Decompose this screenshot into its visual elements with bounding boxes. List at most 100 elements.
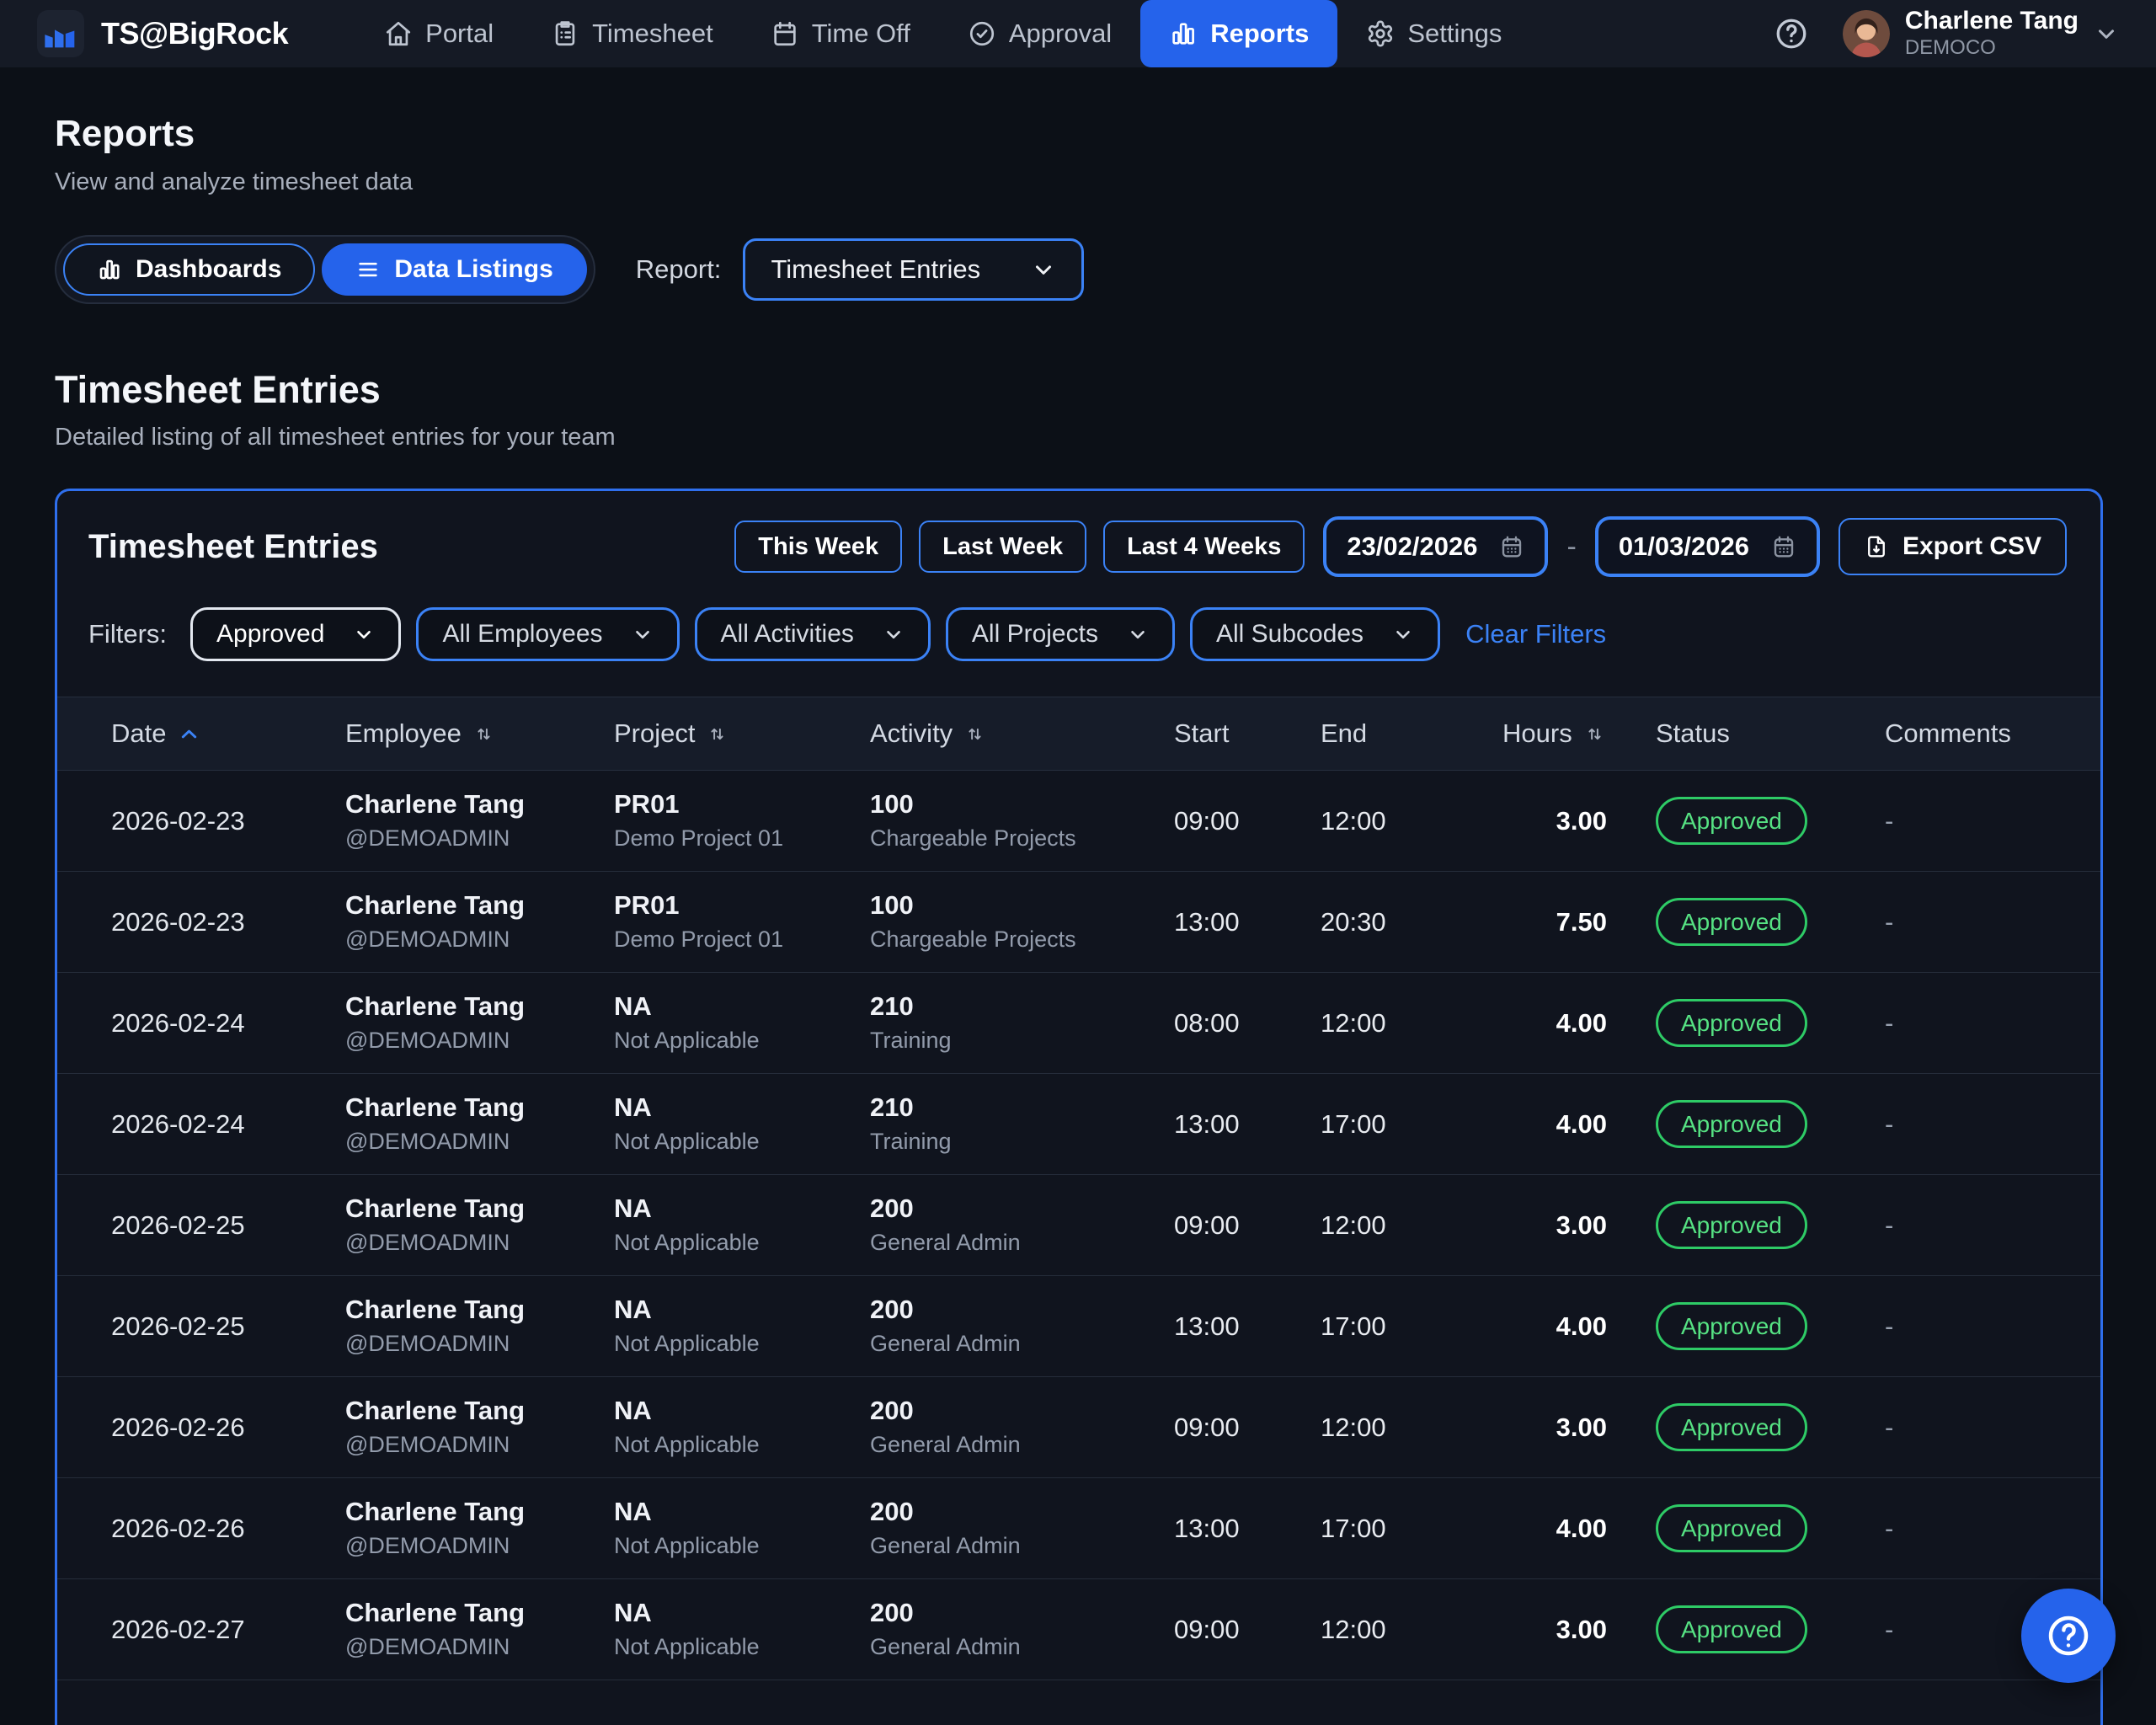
range-button-last-4-weeks[interactable]: Last 4 Weeks (1103, 521, 1305, 573)
cell-activity: 210 Training (870, 991, 952, 1054)
column-header-date[interactable]: Date (88, 718, 345, 749)
cell-end: 12:00 (1321, 805, 1386, 836)
column-header-employee[interactable]: Employee (345, 718, 614, 749)
nav-item-settings[interactable]: Settings (1337, 0, 1530, 67)
bar-chart-icon (1169, 19, 1198, 48)
cell-employee: Charlene Tang @DEMOADMIN (345, 1598, 526, 1660)
cell-project: NA Not Applicable (614, 1497, 760, 1559)
chevron-down-icon (883, 623, 905, 645)
cell-project: PR01 Demo Project 01 (614, 789, 784, 852)
nav-item-timesheet[interactable]: Timesheet (522, 0, 742, 67)
calendar-icon (1771, 534, 1796, 559)
report-select[interactable]: Timesheet Entries (743, 238, 1085, 301)
cell-activity: 200 General Admin (870, 1396, 1021, 1458)
cell-date: 2026-02-23 (111, 906, 245, 937)
user-menu[interactable]: Charlene Tang DEMOCO (1842, 7, 2119, 60)
export-label: Export CSV (1902, 532, 2041, 560)
report-controls: Dashboards Data Listings Report: Timeshee… (55, 235, 2101, 304)
cell-date: 2026-02-26 (111, 1412, 245, 1442)
cell-date: 2026-02-27 (111, 1614, 245, 1644)
column-header-end: End (1321, 718, 1368, 748)
avatar (1842, 9, 1890, 57)
cell-hours: 7.50 (1556, 906, 1607, 937)
cell-employee: Charlene Tang @DEMOADMIN (345, 789, 526, 852)
status-badge: Approved (1656, 1503, 1807, 1553)
cell-comments: - (1885, 1210, 1894, 1240)
cell-comments: - (1885, 1513, 1894, 1543)
cell-activity: 210 Training (870, 1092, 952, 1155)
bar-chart-icon (97, 257, 122, 282)
chevron-down-icon (2094, 21, 2119, 46)
cell-employee: Charlene Tang @DEMOADMIN (345, 1194, 526, 1256)
cell-project: NA Not Applicable (614, 1092, 760, 1155)
cell-start: 09:00 (1174, 1210, 1240, 1240)
cell-date: 2026-02-23 (111, 805, 245, 836)
date-from-input[interactable]: 23/02/2026 (1323, 516, 1549, 577)
nav-item-time-off[interactable]: Time Off (742, 0, 939, 67)
table-row: 2026-02-26 Charlene Tang @DEMOADMIN NA Not A… (57, 1377, 2100, 1478)
filter-select-all-subcodes[interactable]: All Subcodes (1189, 607, 1441, 661)
date-to-value: 01/03/2026 (1618, 531, 1749, 561)
filter-select-all-employees[interactable]: All Employees (416, 607, 680, 661)
cell-project: NA Not Applicable (614, 1194, 760, 1256)
range-button-last-week[interactable]: Last Week (919, 521, 1087, 573)
table-row: 2026-02-25 Charlene Tang @DEMOADMIN NA Not A… (57, 1276, 2100, 1377)
filter-select-all-projects[interactable]: All Projects (945, 607, 1175, 661)
status-badge: Approved (1656, 1605, 1807, 1654)
date-to-input[interactable]: 01/03/2026 (1594, 516, 1820, 577)
table-row: 2026-02-23 Charlene Tang @DEMOADMIN PR01 Dem… (57, 872, 2100, 973)
cell-project: PR01 Demo Project 01 (614, 890, 784, 953)
table-header-row: Date Employee Project Activity Start End Hours… (57, 697, 2100, 771)
page-title: Reports (55, 113, 195, 154)
range-button-this-week[interactable]: This Week (734, 521, 903, 573)
cell-employee: Charlene Tang @DEMOADMIN (345, 1295, 526, 1357)
status-badge: Approved (1656, 1402, 1807, 1452)
toggle-dashboards[interactable]: Dashboards (63, 243, 316, 296)
report-select-value: Timesheet Entries (771, 254, 981, 284)
cell-employee: Charlene Tang @DEMOADMIN (345, 1092, 526, 1155)
clipboard-icon (551, 19, 579, 48)
nav-item-approval[interactable]: Approval (939, 0, 1140, 67)
cell-start: 13:00 (1174, 1311, 1240, 1341)
chevron-down-icon (1392, 623, 1414, 645)
app-logo-icon (37, 10, 84, 57)
table-row: 2026-02-27 Charlene Tang @DEMOADMIN NA Not A… (57, 1579, 2100, 1680)
cell-activity: 200 General Admin (870, 1497, 1021, 1559)
chevron-down-icon (1127, 623, 1149, 645)
nav-item-portal[interactable]: Portal (355, 0, 522, 67)
cell-start: 13:00 (1174, 1513, 1240, 1543)
nav-item-reports[interactable]: Reports (1140, 0, 1338, 67)
cell-comments: - (1885, 1108, 1894, 1139)
chevron-down-icon (353, 623, 375, 645)
column-header-project[interactable]: Project (614, 718, 870, 749)
report-label: Report: (635, 254, 722, 284)
cell-employee: Charlene Tang @DEMOADMIN (345, 890, 526, 953)
cell-start: 13:00 (1174, 1108, 1240, 1139)
toggle-data-listings[interactable]: Data Listings (322, 243, 587, 296)
cell-activity: 200 General Admin (870, 1194, 1021, 1256)
help-fab[interactable] (2021, 1589, 2116, 1683)
table-row: 2026-02-26 Charlene Tang @DEMOADMIN NA Not A… (57, 1478, 2100, 1579)
filter-select-approved[interactable]: Approved (190, 607, 402, 661)
clear-filters-link[interactable]: Clear Filters (1465, 619, 1607, 649)
brand: TS@BigRock (37, 10, 289, 57)
cell-end: 17:00 (1321, 1513, 1386, 1543)
cell-end: 17:00 (1321, 1108, 1386, 1139)
export-csv-button[interactable]: Export CSV (1838, 518, 2067, 575)
list-icon (355, 257, 381, 282)
column-header-activity[interactable]: Activity (870, 718, 1174, 749)
gear-icon (1366, 19, 1395, 48)
help-icon[interactable] (1774, 16, 1809, 51)
cell-start: 09:00 (1174, 1412, 1240, 1442)
page-subtitle: View and analyze timesheet data (55, 168, 414, 195)
filter-select-all-activities[interactable]: All Activities (694, 607, 931, 661)
cell-comments: - (1885, 906, 1894, 937)
column-header-hours[interactable]: Hours (1502, 718, 1656, 749)
cell-date: 2026-02-25 (111, 1311, 245, 1341)
brand-name: TS@BigRock (101, 16, 289, 51)
cell-hours: 4.00 (1556, 1513, 1607, 1543)
cell-date: 2026-02-24 (111, 1108, 245, 1139)
check-circle-icon (968, 19, 996, 48)
chevron-down-icon (632, 623, 654, 645)
cell-start: 09:00 (1174, 805, 1240, 836)
